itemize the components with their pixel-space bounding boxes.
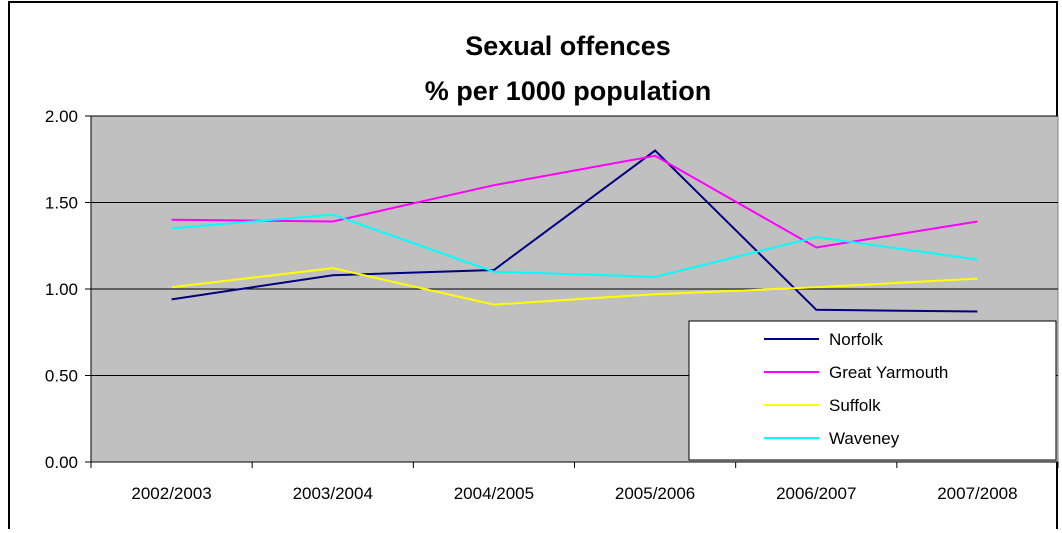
series-line-great-yarmouth bbox=[171, 154, 978, 249]
legend-label: Waveney bbox=[829, 429, 900, 448]
legend-label: Norfolk bbox=[829, 330, 883, 349]
legend-box bbox=[688, 320, 1057, 461]
chart-title-line-1: Sexual offences bbox=[465, 31, 671, 61]
x-tick-label: 2002/2003 bbox=[131, 484, 211, 503]
x-tick-label: 2004/2005 bbox=[454, 484, 534, 503]
chart-title-line-2: % per 1000 population bbox=[425, 76, 712, 106]
x-tick-label: 2006/2007 bbox=[776, 484, 856, 503]
x-tick-label: 2005/2006 bbox=[615, 484, 695, 503]
series-line-waveney bbox=[171, 213, 978, 278]
series-line-suffolk bbox=[171, 267, 978, 306]
x-tick-label: 2003/2004 bbox=[293, 484, 373, 503]
series-line-norfolk bbox=[171, 149, 978, 313]
legend-label: Great Yarmouth bbox=[829, 363, 948, 382]
y-tick-label: 0.00 bbox=[45, 453, 78, 472]
legend-label: Suffolk bbox=[829, 396, 881, 415]
y-tick-label: 1.50 bbox=[45, 194, 78, 213]
y-tick-label: 1.00 bbox=[45, 280, 78, 299]
y-tick-label: 0.50 bbox=[45, 367, 78, 386]
x-tick-label: 2007/2008 bbox=[937, 484, 1017, 503]
y-tick-label: 2.00 bbox=[45, 107, 78, 126]
